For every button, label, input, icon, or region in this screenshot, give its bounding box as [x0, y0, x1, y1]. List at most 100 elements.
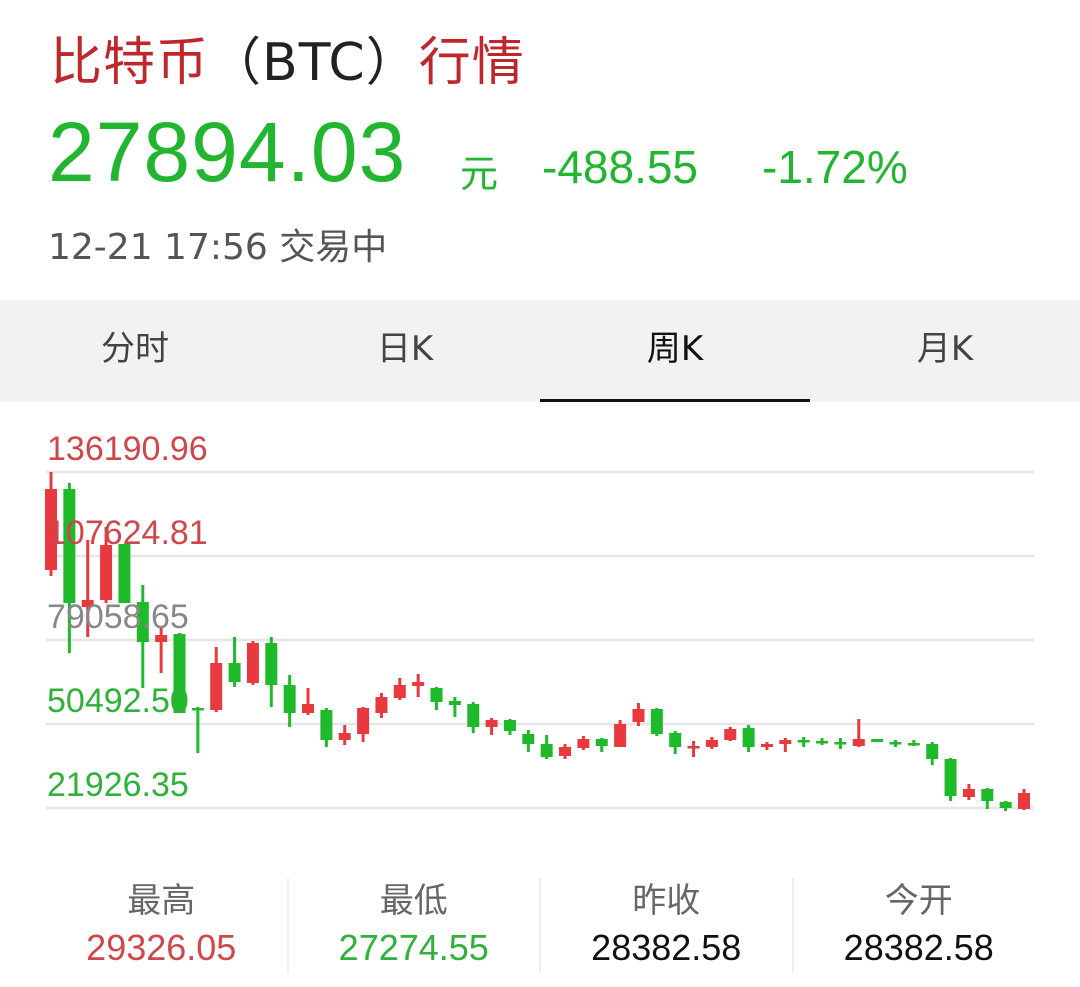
candle [852, 718, 865, 748]
candle [228, 636, 241, 688]
candle [889, 740, 902, 748]
candle [760, 742, 773, 751]
stat-value: 29326.05 [86, 927, 237, 968]
stat-label: 今开 [884, 881, 953, 921]
candle-body [173, 634, 186, 713]
stat-high: 最高 29326.05 [36, 878, 287, 973]
candle [944, 758, 957, 801]
candle-body [412, 681, 425, 686]
candle-body [1018, 792, 1030, 810]
candle [632, 702, 645, 727]
candle [614, 719, 627, 748]
candle [540, 735, 553, 759]
stat-label: 昨收 [632, 881, 701, 921]
candle [485, 717, 498, 736]
candle [926, 742, 939, 765]
candle [448, 696, 461, 717]
candle-body [246, 643, 259, 683]
candle [467, 701, 480, 733]
candle-body [559, 747, 572, 757]
candle [779, 738, 792, 753]
candle [283, 675, 296, 728]
candle-body [320, 709, 333, 741]
candle [357, 706, 370, 743]
candle [393, 677, 406, 700]
title-symbol: BTC [262, 33, 366, 93]
candle-body [779, 740, 792, 745]
trading-status: 交易中 [279, 227, 388, 268]
stat-label: 最高 [127, 881, 196, 921]
stat-label: 最低 [379, 881, 448, 921]
price-change-percent: -1.72% [762, 141, 908, 193]
candle-body [650, 708, 663, 734]
candle-body [705, 740, 718, 748]
candle [871, 739, 884, 743]
timestamp-status: 12-21 17:56 交易中 [48, 218, 387, 270]
candle-body [577, 739, 590, 749]
tab-intraday[interactable]: 分时 [101, 329, 169, 369]
current-price: 27894.03 [48, 105, 407, 199]
stat-value: 27274.55 [338, 927, 489, 968]
tab-monthly-k[interactable]: 月K [916, 329, 974, 369]
candle [687, 741, 700, 758]
candle-body [63, 488, 76, 604]
candle [503, 718, 516, 736]
candle-body [522, 733, 535, 745]
stat-low: 最低 27274.55 [286, 878, 540, 973]
stat-value: 28382.58 [591, 927, 742, 968]
candle-body [283, 684, 296, 713]
candle-body [614, 724, 627, 748]
period-tabs: 分时 日K 周K 月K [0, 300, 1080, 402]
candle [412, 674, 425, 697]
candle-body [81, 599, 94, 608]
candle [595, 738, 608, 753]
candle [45, 471, 57, 577]
candle-body [155, 635, 168, 642]
candle [173, 633, 186, 713]
candle-body [724, 729, 737, 741]
candle [246, 640, 259, 685]
candle [834, 738, 847, 750]
candle-body [302, 703, 315, 713]
price-unit: 元 [460, 152, 499, 196]
candle [210, 647, 223, 712]
title-suffix: 行情 [418, 33, 525, 93]
candle [265, 636, 278, 707]
candle-body [944, 758, 957, 796]
candle [797, 737, 810, 748]
candle [136, 584, 149, 689]
title-name: 比特币 [50, 33, 210, 93]
candle [742, 724, 755, 753]
candle [1018, 788, 1030, 811]
candle-body [907, 743, 920, 746]
candle-body [632, 708, 645, 722]
stat-prev-close: 昨收 28382.58 [539, 878, 792, 973]
title-paren-open: （ [209, 33, 263, 93]
candle-body [448, 700, 461, 705]
candle-body [540, 744, 553, 758]
candle [577, 736, 590, 751]
tab-daily-k[interactable]: 日K [376, 329, 434, 369]
candle [724, 727, 737, 742]
candle-body [265, 643, 278, 685]
title-paren-close: ） [365, 33, 419, 93]
candle-body [228, 662, 241, 682]
candle [100, 526, 113, 604]
stat-value: 28382.58 [843, 927, 994, 968]
candle-body [338, 732, 351, 741]
tab-weekly-k[interactable]: 周K [540, 300, 810, 402]
candle [705, 737, 718, 750]
candle-body [210, 662, 223, 710]
candle-body [816, 741, 829, 744]
candle-body [962, 788, 975, 797]
candle [999, 800, 1012, 812]
y-tick-label: 107624.81 [47, 514, 208, 552]
candle-body [100, 544, 113, 600]
candle [338, 724, 351, 745]
candle [63, 483, 76, 653]
candle-body [595, 739, 608, 746]
candle [650, 707, 663, 737]
candle-body [981, 788, 994, 801]
candle-body [760, 744, 773, 748]
y-tick-label: 79058.65 [47, 598, 189, 636]
